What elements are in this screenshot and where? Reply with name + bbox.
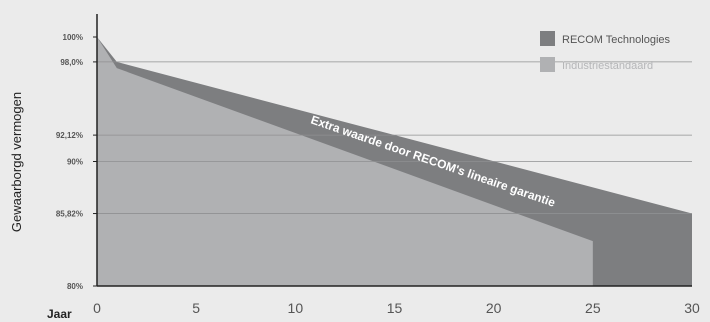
legend-swatch-1	[540, 57, 555, 72]
y-tick-label: 98,0%	[60, 58, 83, 67]
legend: RECOM Technologies Industriestandaard	[540, 31, 671, 72]
x-tick-label: 20	[486, 300, 502, 316]
y-tick-label: 85,82%	[56, 210, 83, 219]
y-axis-label: Gewaarborgd vermogen	[9, 92, 24, 232]
x-axis-label: Jaar	[47, 307, 72, 321]
x-tick-label: 5	[192, 300, 200, 316]
y-tick-label: 92,12%	[56, 131, 83, 140]
legend-label-0: RECOM Technologies	[562, 34, 671, 46]
x-tick-label: 30	[684, 300, 700, 316]
x-tick-label: 25	[585, 300, 601, 316]
x-tick-label: 10	[288, 300, 304, 316]
legend-swatch-0	[540, 31, 555, 46]
y-tick-label: 80%	[67, 282, 83, 291]
x-tick-label: 0	[93, 300, 101, 316]
x-tick-labels: 0 5 10 15 20 25 30	[93, 300, 700, 316]
y-tick-label: 100%	[63, 33, 83, 42]
y-tick-labels: 100% 98,0% 92,12% 90% 85,82% 80%	[56, 33, 97, 291]
legend-label-1: Industriestandaard	[562, 60, 653, 72]
x-tick-label: 15	[387, 300, 403, 316]
axes	[96, 14, 692, 287]
gridlines	[97, 61, 692, 214]
y-tick-label: 90%	[67, 158, 83, 167]
